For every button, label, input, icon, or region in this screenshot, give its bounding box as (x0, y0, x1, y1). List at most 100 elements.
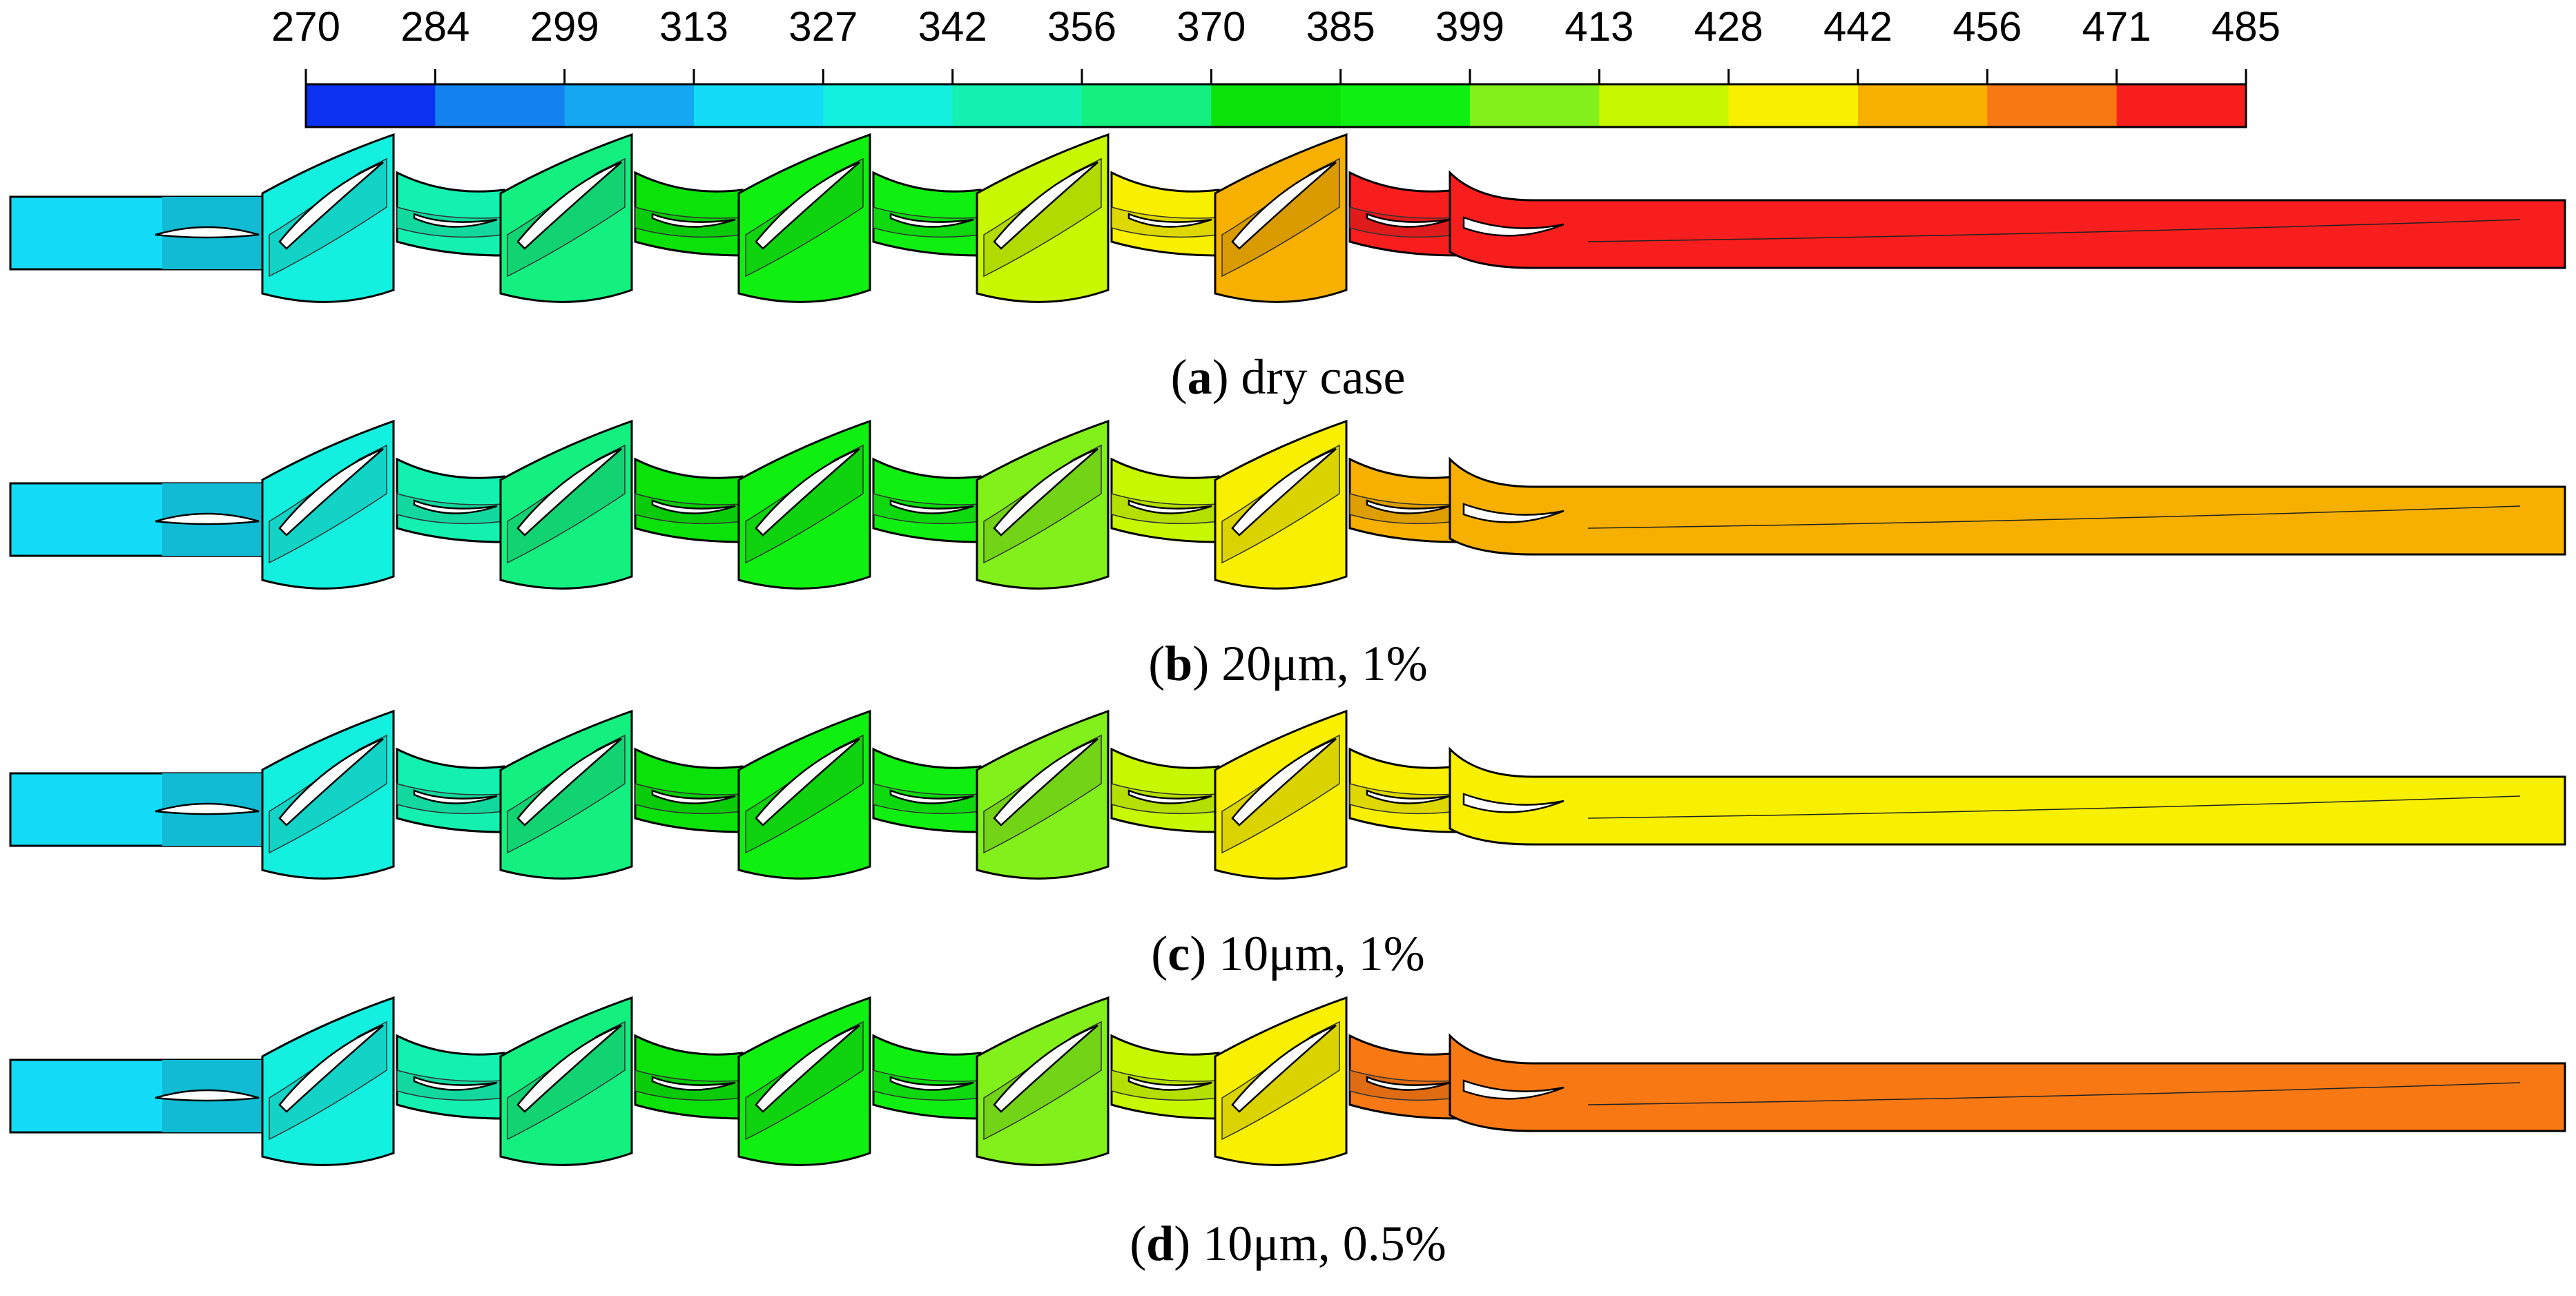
stator-blade (755, 1024, 860, 1113)
caption-letter: b (1165, 636, 1193, 691)
legend-swatch (1340, 84, 1471, 127)
legend-swatch (952, 84, 1083, 127)
stator-contour-band (1221, 1021, 1340, 1141)
stator-contour-band (269, 734, 387, 854)
legend-tick-label: 399 (1435, 3, 1505, 50)
caption-10um-05pct: (d) 10μm, 0.5% (1130, 1216, 1446, 1271)
outlet-blade (1462, 503, 1565, 523)
stator-contour-band (745, 157, 864, 278)
stator-contour-band (269, 444, 387, 564)
stator-blade (1231, 161, 1337, 250)
stator-contour-band (983, 444, 1102, 564)
legend-swatch (2116, 84, 2247, 127)
caption-text: 20μm, 1% (1209, 636, 1428, 691)
legend-tick-label: 413 (1565, 3, 1634, 50)
caption-10um-1pct: (c) 10μm, 1% (1151, 926, 1425, 981)
stator-contour-band (745, 1021, 864, 1141)
stator-blade (755, 447, 860, 536)
legend-tick-label: 428 (1694, 3, 1763, 50)
outlet-contour-line (1587, 795, 2521, 819)
stator-blade (278, 1024, 384, 1113)
legend-tick-label: 327 (788, 3, 858, 50)
rotor-blade (651, 1076, 736, 1091)
legend-tick-label: 471 (2082, 3, 2151, 50)
rotor-blade (1127, 499, 1212, 514)
rotor-blade (889, 213, 974, 228)
stator-contour-band (507, 444, 626, 564)
legend-swatch (1728, 84, 1859, 127)
inlet-guide-blade (155, 512, 260, 525)
rotor-blade (413, 499, 498, 514)
legend-swatch (564, 84, 695, 127)
stator-blade (993, 447, 1098, 536)
legend-swatch (1082, 84, 1212, 127)
legend-swatch (435, 84, 565, 127)
legend-swatch (306, 84, 436, 127)
color-legend (304, 69, 2247, 128)
legend-swatch (1858, 84, 1988, 127)
outlet-duct (1449, 456, 2566, 556)
stator-blade (516, 161, 622, 250)
outlet-contour-line (1587, 505, 2521, 529)
rotor-blade (1127, 789, 1212, 804)
turbine-contour-20um-1pct (9, 419, 2566, 590)
legend-tick-label: 442 (1823, 3, 1893, 50)
legend-tick-label: 356 (1047, 3, 1117, 50)
legend-tick-label: 385 (1306, 3, 1375, 50)
stator-blade (516, 447, 622, 536)
caption-text: 10μm, 1% (1206, 926, 1425, 981)
stator-contour-band (1221, 157, 1340, 278)
stator-blade (1231, 1024, 1337, 1113)
caption-letter: d (1146, 1216, 1174, 1271)
stator-blade (1231, 447, 1337, 536)
outlet-duct (1449, 746, 2566, 846)
legend-tick-label: 485 (2211, 3, 2281, 50)
legend-swatch (823, 84, 953, 127)
turbine-contour-10um-05pct (9, 996, 2566, 1166)
outlet-contour-line (1587, 1082, 2521, 1105)
stator-contour-band (983, 1021, 1102, 1141)
rotor-blade (651, 789, 736, 804)
turbine-contour-10um-1pct (9, 709, 2566, 880)
inlet-guide-blade (155, 226, 260, 239)
legend-tick-label: 284 (400, 3, 470, 50)
stator-contour-band (507, 1021, 626, 1141)
caption-letter: c (1168, 926, 1190, 981)
stator-blade (278, 737, 384, 826)
stator-blade (516, 1024, 622, 1113)
outlet-blade (1462, 793, 1565, 813)
rotor-blade (651, 499, 736, 514)
caption-20um-1pct: (b) 20μm, 1% (1148, 636, 1428, 691)
stator-contour-band (745, 444, 864, 564)
rotor-blade (651, 213, 736, 228)
stator-blade (755, 161, 860, 250)
stator-blade (993, 161, 1098, 250)
rotor-blade (1127, 213, 1212, 228)
stator-blade (278, 447, 384, 536)
outlet-duct (1449, 170, 2566, 269)
rotor-blade (413, 1076, 498, 1091)
rotor-blade (1127, 1076, 1212, 1091)
turbine-contour-dry-case (9, 133, 2566, 303)
legend-swatch (1470, 84, 1600, 127)
stator-contour-band (1221, 444, 1340, 564)
stator-contour-band (745, 734, 864, 854)
caption-text: dry case (1228, 349, 1406, 405)
stator-contour-band (269, 1021, 387, 1141)
legend-tick-label: 270 (271, 3, 341, 50)
legend-swatch (1211, 84, 1342, 127)
rotor-blade (889, 789, 974, 804)
rotor-blade (889, 1076, 974, 1091)
legend-tick-label: 299 (530, 3, 599, 50)
inlet-guide-blade (155, 802, 260, 815)
rotor-blade (413, 213, 498, 228)
legend-tick-label: 313 (659, 3, 729, 50)
legend-swatch (1987, 84, 2118, 127)
rotor-blade (889, 499, 974, 514)
inlet-guide-blade (155, 1089, 260, 1102)
legend-tick-label: 370 (1176, 3, 1246, 50)
legend-frame (304, 83, 2247, 128)
caption-dry-case: (a) dry case (1170, 349, 1406, 405)
stator-contour-band (1221, 734, 1340, 854)
legend-tick-label: 456 (1953, 3, 2022, 50)
